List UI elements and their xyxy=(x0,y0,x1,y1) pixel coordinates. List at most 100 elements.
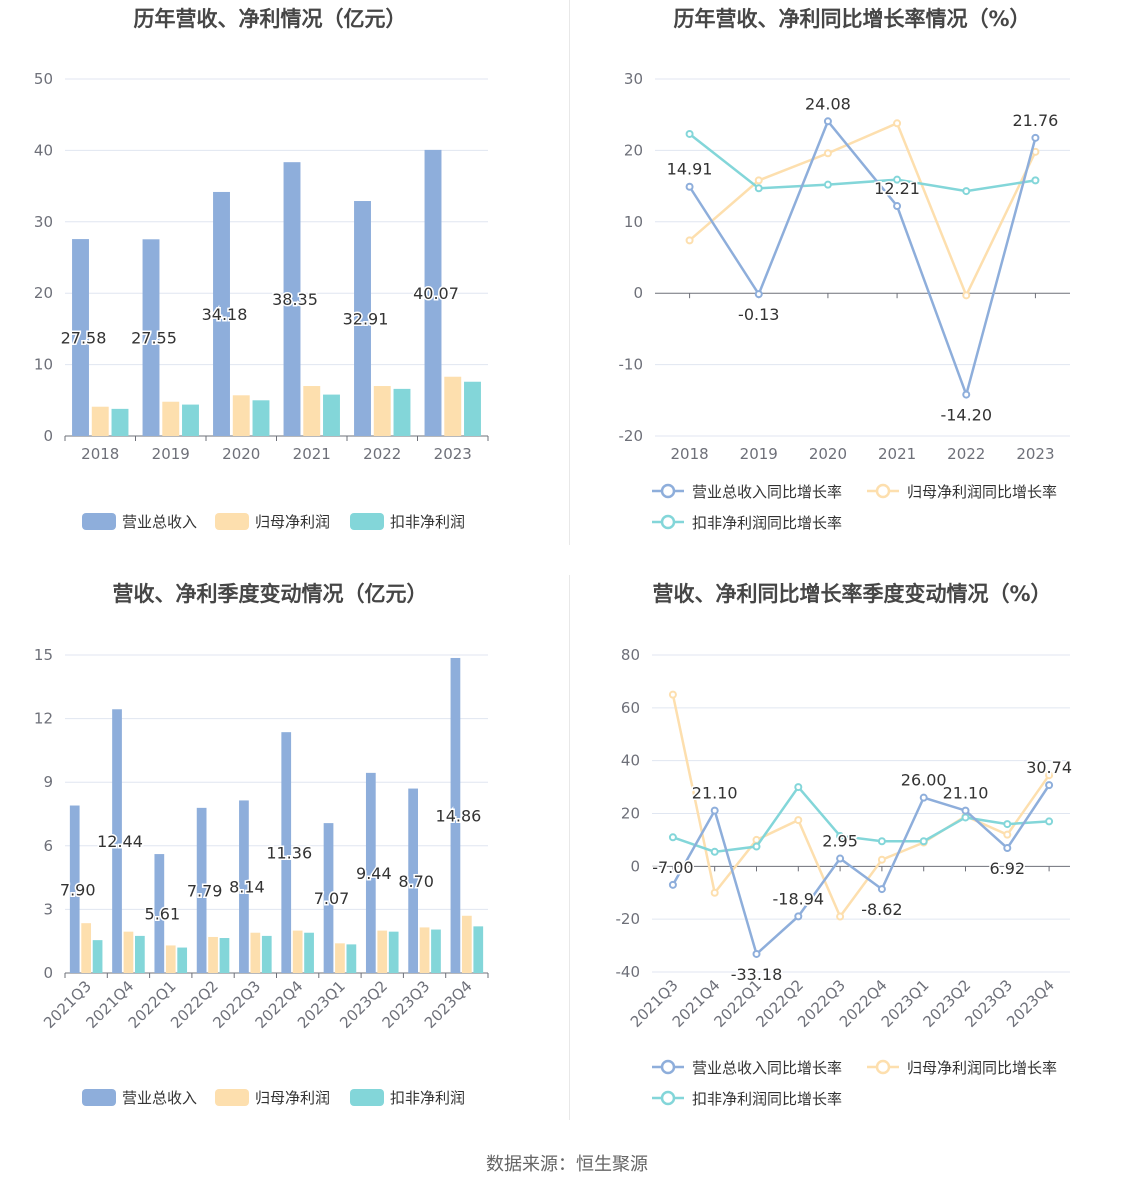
point-deducted-profit xyxy=(685,129,694,138)
legend-label-deducted-profit: 扣非净利润 xyxy=(390,1089,465,1107)
point-net-profit xyxy=(754,176,763,185)
chart-title: 营收、净利同比增长率季度变动情况（%） xyxy=(652,582,1051,606)
y-tick-label: 9 xyxy=(43,773,53,791)
point-revenue xyxy=(668,880,677,889)
legend-marker-revenue xyxy=(660,1059,676,1075)
bar-revenue xyxy=(154,854,165,973)
x-tick-label: 2019 xyxy=(740,445,778,463)
legend-swatch-revenue xyxy=(82,1089,116,1106)
bar-deducted-profit xyxy=(393,388,411,436)
line-net-profit xyxy=(688,121,1037,299)
data-label: 7.90 xyxy=(60,880,96,899)
point-revenue xyxy=(794,912,803,921)
quarterly-growth-rate-chart: 营收、净利同比增长率季度变动情况（%）-40-200204060802021Q3… xyxy=(616,582,1074,1108)
y-tick-label: 10 xyxy=(624,213,643,231)
bar-revenue xyxy=(239,800,249,973)
bar-deducted-profit xyxy=(111,408,129,436)
point-deducted-profit xyxy=(919,837,928,846)
point-net-profit xyxy=(823,149,832,158)
x-tick-label: 2022 xyxy=(947,445,985,463)
data-source-note: 数据来源：恒生聚源 xyxy=(486,1154,648,1175)
x-tick-label: 2018 xyxy=(81,445,119,463)
x-tick-label: 2021 xyxy=(293,445,331,463)
bar-deducted-profit xyxy=(252,400,270,436)
bar-net-profit xyxy=(162,401,180,436)
point-deducted-profit xyxy=(961,813,970,822)
point-deducted-profit xyxy=(1045,817,1054,826)
y-tick-label: 30 xyxy=(34,213,53,231)
bar-net-profit xyxy=(373,386,391,436)
y-tick-label: 40 xyxy=(34,141,53,159)
y-tick-label: 10 xyxy=(34,356,53,374)
point-deducted-profit xyxy=(752,842,761,851)
y-tick-label: 0 xyxy=(43,964,53,982)
data-label: 11.36 xyxy=(266,844,312,863)
y-tick-label: -20 xyxy=(619,427,644,445)
panel-annual-revenue-profit: 历年营收、净利情况（亿元） 0 10 20 30 40 50 2018 2019 2020 2021… xyxy=(0,0,567,575)
data-label: 21.10 xyxy=(943,784,989,803)
data-label: 14.91 xyxy=(667,160,713,179)
point-net-profit xyxy=(877,855,886,864)
data-label: -18.94 xyxy=(773,889,825,908)
y-tick-label: 40 xyxy=(621,752,640,770)
point-revenue xyxy=(754,290,763,299)
bar-deducted-profit xyxy=(182,404,199,436)
point-deducted-profit xyxy=(962,187,971,196)
annual-revenue-profit-chart: 历年营收、净利情况（亿元） 0 10 20 30 40 50 2018 2019 2020 2021… xyxy=(34,7,489,531)
bar-revenue xyxy=(408,788,418,973)
bar-revenue xyxy=(213,191,230,436)
point-net-profit xyxy=(710,888,719,897)
data-label: 40.07 xyxy=(413,284,459,303)
point-net-profit xyxy=(668,690,677,699)
y-tick-label: 50 xyxy=(34,70,53,88)
point-revenue xyxy=(685,182,694,191)
point-revenue xyxy=(962,390,971,399)
chart-title: 历年营收、净利情况（亿元） xyxy=(134,7,407,31)
legend-label-deducted-profit: 扣非净利润同比增长率 xyxy=(692,514,842,532)
bar-net-profit xyxy=(419,927,430,973)
data-label: 12.44 xyxy=(97,832,143,851)
point-revenue xyxy=(1003,844,1012,853)
bar-revenue xyxy=(354,201,371,436)
bar-net-profit xyxy=(123,931,134,973)
bar-deducted-profit xyxy=(177,947,188,973)
data-label: 30.74 xyxy=(1026,758,1072,777)
legend-marker-net-profit xyxy=(875,483,891,499)
bar-deducted-profit xyxy=(464,381,481,436)
bar-deducted-profit xyxy=(304,932,314,973)
point-revenue xyxy=(893,202,902,211)
chart-title: 历年营收、净利同比增长率情况（%） xyxy=(673,7,1030,31)
x-tick-label: 2018 xyxy=(670,445,708,463)
y-tick-label: -10 xyxy=(619,356,644,374)
bar-revenue xyxy=(142,239,160,436)
data-label: -33.18 xyxy=(731,965,783,984)
y-tick-label: 80 xyxy=(621,646,640,664)
data-label: 8.70 xyxy=(398,872,434,891)
y-tick-label: 20 xyxy=(34,284,53,302)
legend-label-revenue: 营业总收入 xyxy=(122,513,197,531)
x-tick-label: 2020 xyxy=(222,445,260,463)
bar-deducted-profit xyxy=(323,394,340,436)
bar-net-profit xyxy=(377,930,388,973)
legend-swatch-net-profit xyxy=(215,513,249,530)
legend-marker-net-profit xyxy=(875,1059,891,1075)
point-deducted-profit xyxy=(893,175,902,184)
data-label: 21.10 xyxy=(692,784,738,803)
point-deducted-profit xyxy=(1031,176,1040,185)
bar-deducted-profit xyxy=(473,926,484,973)
data-label: 12.21 xyxy=(874,179,920,198)
legend-swatch-deducted-profit xyxy=(350,1089,384,1106)
data-label: -0.13 xyxy=(738,305,779,324)
line-deducted-profit xyxy=(688,132,1036,193)
data-label: 38.35 xyxy=(272,290,318,309)
legend-label-deducted-profit: 扣非净利润同比增长率 xyxy=(692,1090,842,1108)
bar-deducted-profit xyxy=(92,940,103,973)
legend-label-net-profit: 归母净利润同比增长率 xyxy=(907,1059,1057,1077)
y-tick-label: 15 xyxy=(34,646,53,664)
y-tick-label: 0 xyxy=(633,284,643,302)
point-deducted-profit xyxy=(710,847,719,856)
point-deducted-profit xyxy=(836,831,845,840)
point-net-profit xyxy=(836,912,845,921)
legend-swatch-revenue xyxy=(82,513,116,530)
data-label: 34.18 xyxy=(202,305,248,324)
